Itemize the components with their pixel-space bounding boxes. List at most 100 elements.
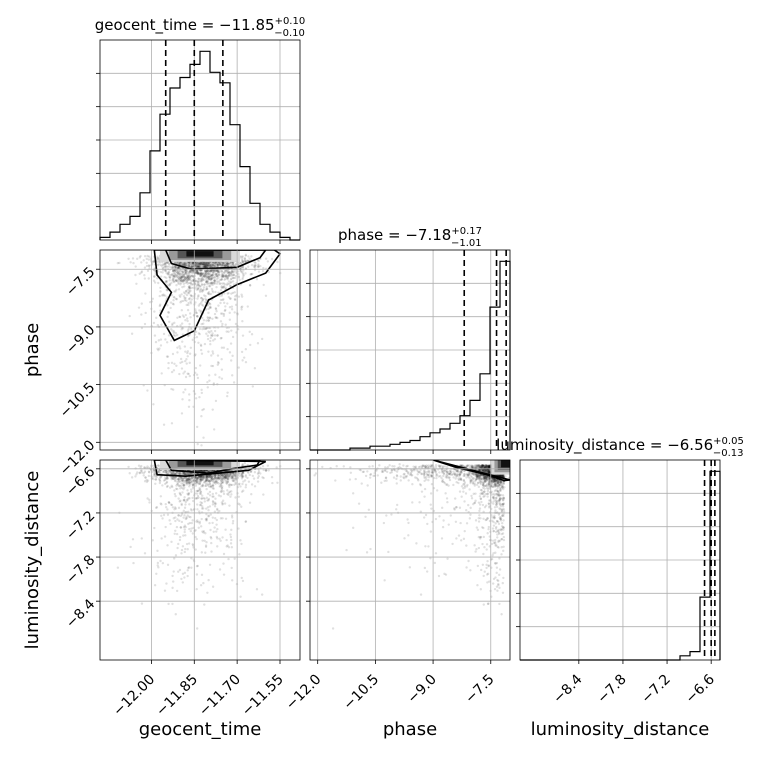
sample-point: [389, 471, 392, 475]
sample-point: [502, 535, 506, 539]
sample-point: [200, 388, 203, 392]
sample-point: [236, 270, 240, 273]
sample-point: [230, 274, 233, 277]
sample-point: [244, 260, 247, 263]
sample-point: [238, 553, 241, 556]
sample-point: [199, 475, 203, 479]
sample-point: [240, 350, 244, 354]
sample-point: [202, 581, 205, 585]
sample-point: [241, 277, 244, 281]
sample-point: [214, 482, 217, 485]
sample-point: [175, 589, 179, 593]
sample-point: [165, 276, 168, 280]
sample-point: [168, 501, 171, 505]
sample-point: [231, 475, 235, 479]
sample-point: [199, 503, 203, 507]
sample-point: [205, 477, 208, 480]
sample-point: [199, 261, 202, 264]
sample-point: [210, 477, 214, 481]
sample-point: [256, 476, 260, 480]
sample-point: [185, 542, 189, 546]
sample-point: [216, 269, 220, 272]
sample-point: [196, 273, 200, 276]
sample-point: [175, 269, 179, 272]
sample-point: [321, 465, 324, 469]
sample-point: [165, 281, 168, 284]
sample-point: [234, 274, 238, 278]
sample-point: [204, 263, 208, 266]
sample-point: [220, 261, 223, 264]
sample-point: [189, 300, 192, 303]
sample-point: [172, 477, 175, 480]
sample-point: [201, 299, 204, 303]
sample-point: [180, 293, 183, 296]
sample-point: [183, 571, 187, 575]
sample-point: [447, 476, 451, 480]
sample-point: [222, 475, 225, 479]
sample-point: [198, 475, 201, 479]
sample-point: [234, 472, 237, 475]
sample-point: [213, 337, 217, 341]
sample-point: [160, 503, 163, 506]
sample-point: [198, 488, 201, 492]
sample-point: [159, 502, 162, 505]
sample-point: [209, 513, 212, 516]
sample-point: [228, 261, 232, 265]
sample-point: [487, 464, 490, 467]
sample-point: [152, 279, 156, 282]
sample-point: [229, 281, 232, 284]
sample-point: [226, 262, 230, 265]
sample-point: [199, 301, 203, 304]
sample-point: [224, 275, 227, 278]
sample-point: [157, 469, 161, 473]
sample-point: [230, 566, 233, 570]
sample-point: [116, 261, 120, 265]
sample-point: [196, 262, 199, 265]
sample-point: [458, 473, 462, 476]
sample-point: [183, 506, 187, 509]
sample-point: [229, 261, 232, 264]
sample-point: [168, 470, 172, 473]
sample-point: [187, 275, 190, 278]
sample-point: [222, 274, 225, 277]
sample-point: [199, 525, 203, 528]
sample-point: [188, 273, 191, 277]
sample-point: [460, 478, 463, 481]
sample-point: [198, 263, 202, 266]
sample-point: [187, 334, 190, 338]
sample-point: [414, 476, 417, 479]
sample-point: [173, 472, 177, 476]
sample-point: [499, 480, 503, 484]
sample-point: [241, 260, 244, 263]
sample-point: [173, 275, 177, 279]
sample-point: [205, 477, 208, 480]
sample-point: [495, 479, 498, 482]
sample-point: [481, 469, 484, 472]
sample-point: [221, 274, 224, 277]
sample-point: [184, 525, 187, 529]
sample-point: [208, 306, 212, 310]
sample-point: [194, 272, 197, 275]
sample-point: [500, 525, 504, 528]
sample-point: [187, 493, 190, 497]
sample-point: [166, 261, 169, 264]
sample-point: [172, 271, 175, 275]
sample-point: [241, 320, 244, 323]
sample-point: [220, 487, 224, 490]
sample-point: [207, 261, 211, 265]
sample-point: [229, 542, 233, 545]
sample-point: [195, 479, 198, 483]
sample-point: [195, 520, 198, 523]
sample-point: [207, 264, 210, 267]
sample-point: [171, 506, 175, 509]
sample-point: [204, 270, 208, 273]
sample-point: [180, 322, 184, 325]
sample-point: [447, 472, 451, 476]
sample-point: [185, 481, 189, 484]
sample-point: [181, 271, 185, 274]
sample-point: [163, 476, 167, 480]
sample-point: [390, 468, 394, 472]
sample-point: [152, 469, 156, 472]
sample-point: [194, 263, 197, 267]
sample-point: [204, 288, 208, 291]
